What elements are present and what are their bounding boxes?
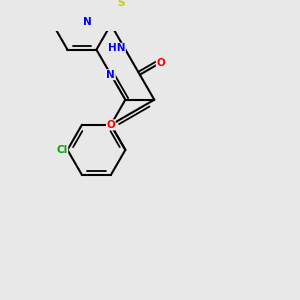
Text: N: N [106, 70, 115, 80]
Text: O: O [106, 120, 115, 130]
Text: S: S [117, 0, 124, 8]
Text: HN: HN [108, 43, 125, 53]
Text: O: O [156, 58, 165, 68]
Text: Cl: Cl [56, 145, 68, 155]
Text: N: N [82, 17, 91, 27]
